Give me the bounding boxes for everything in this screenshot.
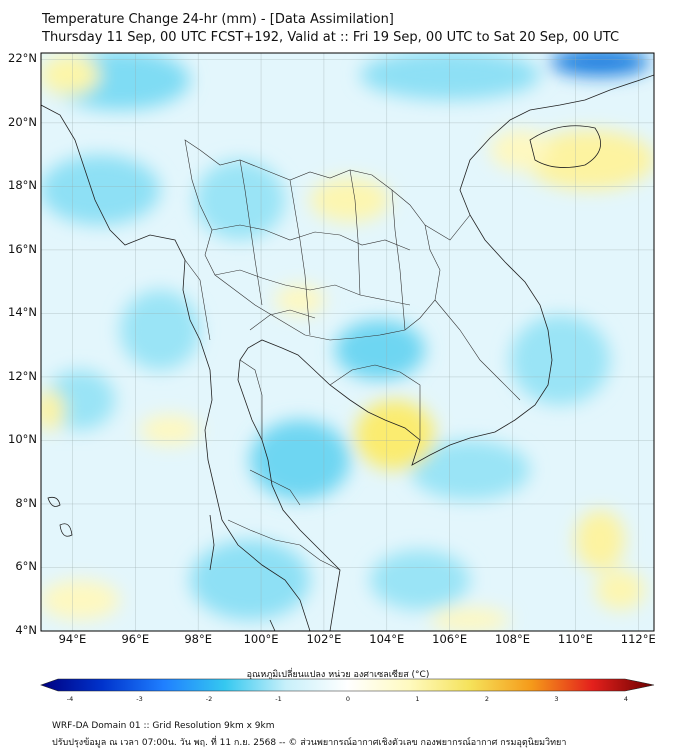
temperature-field [41, 53, 654, 631]
colorbar-tick-label: 2 [484, 695, 490, 703]
lat-tick-label: 22°N [8, 51, 37, 66]
lon-tick-label: 100°E [243, 632, 279, 646]
colorbar-tick-label: -2 [205, 695, 213, 703]
footer-credit: ปรับปรุงข้อมูล ณ เวลา 07:00น. วัน พฤ. ที… [52, 738, 567, 748]
colorbar-gradient [40, 678, 655, 692]
colorbar-tick-label: 1 [415, 695, 420, 703]
colorbar-tick-label: 4 [623, 695, 629, 703]
lon-tick-label: 110°E [557, 632, 593, 646]
footer-model-info: WRF-DA Domain 01 :: Grid Resolution 9km … [52, 721, 275, 731]
colorbar [40, 678, 655, 692]
map-subtitle: Thursday 11 Sep, 00 UTC FCST+192, Valid … [42, 30, 620, 45]
lon-tick-label: 104°E [369, 632, 405, 646]
temperature-change-map [40, 52, 655, 632]
map-frame [40, 52, 655, 632]
colorbar-tick-label: -4 [66, 695, 74, 703]
lat-tick-label: 4°N [15, 623, 37, 637]
lat-tick-label: 16°N [8, 241, 37, 256]
lon-tick-label: 106°E [432, 632, 468, 646]
lon-tick-label: 96°E [121, 632, 150, 646]
lon-tick-label: 94°E [58, 632, 87, 646]
lat-tick-label: 6°N [15, 559, 37, 574]
lat-lon-gridlines [41, 53, 654, 631]
lat-tick-label: 18°N [8, 178, 37, 193]
province-boundaries [184, 139, 521, 571]
colorbar-label: อุณหภูมิเปลี่ยนแปลง หน่วย องศาเซลเซียส (… [246, 670, 430, 680]
colorbar-tick-label: 0 [345, 695, 351, 703]
lat-tick-label: 12°N [8, 368, 37, 383]
lat-tick-label: 8°N [15, 495, 37, 510]
lat-tick-label: 14°N [8, 305, 37, 320]
map-title: Temperature Change 24-hr (mm) - [Data As… [42, 12, 394, 27]
lon-tick-label: 98°E [184, 632, 212, 646]
lat-tick-label: 10°N [8, 432, 37, 447]
lon-tick-label: 102°E [306, 632, 342, 646]
lat-tick-label: 20°N [8, 114, 37, 129]
lon-tick-label: 112°E [620, 632, 656, 646]
colorbar-tick-label: -1 [275, 695, 282, 703]
colorbar-tick-label: 3 [554, 695, 559, 703]
colorbar-tick-label: -3 [136, 695, 143, 703]
lon-tick-label: 108°E [495, 632, 531, 646]
